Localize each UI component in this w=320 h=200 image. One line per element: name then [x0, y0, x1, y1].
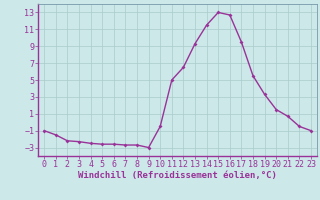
- X-axis label: Windchill (Refroidissement éolien,°C): Windchill (Refroidissement éolien,°C): [78, 171, 277, 180]
